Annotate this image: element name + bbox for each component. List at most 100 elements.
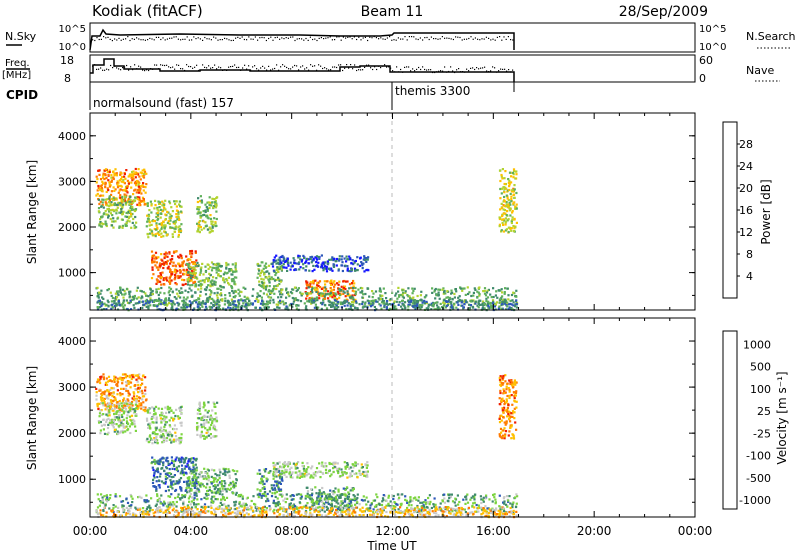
data-cell [157, 231, 160, 234]
nsearch-dot [202, 39, 204, 41]
data-cell [340, 258, 343, 261]
nsearch-dot [501, 39, 503, 41]
data-cell [463, 287, 466, 290]
data-cell [362, 470, 365, 474]
data-cell [132, 170, 135, 173]
data-cell [121, 402, 124, 405]
data-cell [120, 378, 123, 382]
nsearch-dot [503, 36, 505, 38]
data-cell [99, 432, 102, 435]
data-cell [161, 200, 164, 203]
data-cell [144, 300, 147, 303]
data-cell [341, 261, 344, 264]
data-cell [213, 425, 217, 428]
data-cell [122, 198, 125, 202]
data-cell [132, 418, 135, 421]
power-colorbar-label: Power [dB] [759, 179, 773, 244]
data-cell [129, 300, 132, 304]
data-cell [368, 300, 371, 303]
data-cell [151, 442, 154, 445]
data-cell [223, 281, 226, 284]
data-cell [202, 416, 205, 419]
data-cell [287, 463, 290, 466]
data-cell [149, 434, 152, 437]
data-cell [128, 174, 131, 177]
data-cell [190, 302, 193, 305]
data-cell [142, 185, 145, 188]
data-cell [174, 219, 177, 223]
data-cell [133, 396, 136, 399]
data-cell [137, 399, 140, 403]
data-cell [194, 264, 198, 267]
nsearch-dot [369, 36, 371, 38]
data-cell [427, 308, 430, 311]
data-cell [324, 462, 327, 465]
data-cell [144, 410, 147, 413]
data-cell [169, 472, 173, 476]
data-cell [467, 292, 470, 296]
data-cell [437, 288, 440, 291]
nsearch-dot [127, 36, 129, 38]
data-cell [209, 297, 212, 300]
data-cell [510, 227, 513, 230]
data-cell [365, 269, 368, 272]
nsky-tick-high: 10^5 [59, 24, 86, 35]
data-cell [121, 377, 124, 380]
data-cell [350, 487, 353, 490]
data-cell [507, 218, 510, 221]
nave-dot [202, 64, 204, 66]
data-cell [186, 273, 190, 276]
data-cell [156, 232, 159, 235]
data-cell [423, 299, 426, 302]
data-cell [168, 475, 171, 478]
data-cell [137, 168, 140, 171]
nsearch-dot [246, 39, 248, 41]
data-cell [482, 290, 485, 293]
data-cell [501, 303, 504, 306]
data-cell [98, 389, 101, 392]
data-cell [173, 278, 176, 281]
nave-dot [276, 64, 278, 66]
data-cell [358, 469, 361, 472]
data-cell [277, 296, 280, 299]
data-cell [140, 407, 143, 410]
data-cell [315, 492, 318, 495]
data-cell [264, 490, 267, 494]
data-cell [146, 220, 149, 223]
data-cell [265, 293, 269, 296]
data-cell [309, 257, 312, 261]
data-cell [174, 482, 177, 485]
data-cell [223, 468, 226, 471]
data-cell [95, 387, 98, 390]
colorbar-tick-label: 8 [746, 248, 753, 261]
nave-dot [156, 64, 158, 66]
nsearch-dot [241, 36, 243, 38]
nsearch-dot [105, 37, 107, 39]
data-cell [349, 307, 352, 310]
nsearch-dot [472, 38, 474, 40]
data-cell [310, 288, 313, 292]
data-cell [168, 472, 171, 475]
data-cell [129, 195, 132, 198]
nave-dot [406, 66, 408, 68]
data-cell [328, 258, 331, 261]
data-cell [442, 305, 445, 308]
data-cell [128, 415, 132, 418]
data-cell [348, 467, 351, 470]
data-cell [127, 211, 131, 214]
data-cell [513, 201, 516, 204]
data-cell [175, 297, 178, 300]
nave-dot [362, 69, 364, 71]
data-cell [212, 401, 215, 404]
data-cell [251, 294, 254, 297]
data-cell [323, 297, 326, 300]
nave-dot [208, 65, 210, 67]
data-cell [206, 434, 209, 437]
nsearch-dot [426, 36, 428, 39]
data-cell [280, 476, 283, 479]
data-cell [293, 299, 297, 302]
nave-dot [178, 64, 180, 66]
data-cell [363, 255, 366, 258]
data-cell [335, 257, 338, 261]
data-cell [204, 305, 208, 308]
